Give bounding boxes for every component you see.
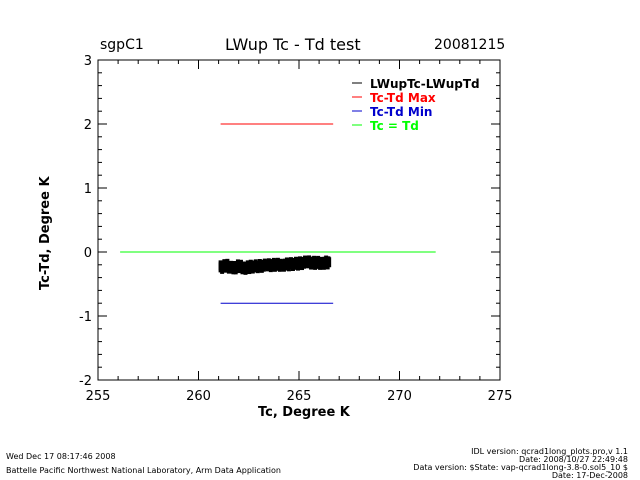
x-tick-label: 270 — [387, 389, 412, 404]
legend-label: Tc = Td — [370, 119, 419, 133]
data-point — [256, 261, 261, 272]
x-tick-label: 265 — [287, 389, 312, 404]
data-point — [236, 261, 241, 272]
legend-label: Tc-Td Min — [370, 105, 432, 119]
idl-version: IDL version: qcrad1long_plots.pro,v 1.1 — [471, 447, 628, 456]
data-point — [280, 259, 285, 270]
y-tick-label: 2 — [84, 118, 92, 133]
x-tick-label: 255 — [86, 389, 111, 404]
y-tick-label: -1 — [79, 310, 92, 325]
data-point — [248, 261, 253, 272]
legend-label: Tc-Td Max — [370, 91, 436, 105]
data-point — [224, 260, 229, 271]
data-point — [321, 257, 326, 268]
date-label: 20081215 — [434, 37, 506, 53]
data-point — [264, 260, 269, 271]
data-point — [297, 258, 301, 269]
footer-version-info: IDL version: qcrad1long_plots.pro,v 1.1 … — [413, 448, 628, 480]
idl-date: Date: 2008/10/27 22:49:48 — [519, 455, 628, 464]
footer-timestamp: Wed Dec 17 08:17:46 2008 — [6, 452, 116, 461]
y-tick-label: 1 — [84, 182, 92, 197]
data-point — [218, 262, 223, 273]
plot-frame — [97, 59, 501, 381]
x-tick-label: 275 — [488, 389, 513, 404]
data-date: Date: 17-Dec-2008 — [551, 471, 628, 480]
x-tick-label: 260 — [186, 389, 211, 404]
site-label: sgpC1 — [100, 37, 144, 53]
data-point — [327, 257, 332, 268]
y-tick-label: 0 — [84, 246, 92, 261]
y-tick-label: -2 — [79, 374, 92, 389]
data-point — [230, 263, 235, 274]
data-version: Data version: $State: vap-qcrad1long-3.8… — [413, 463, 628, 472]
y-tick-label: 3 — [84, 54, 92, 69]
footer-institution: Battelle Pacific Northwest National Labo… — [6, 466, 281, 475]
legend-label: LWupTc-LWupTd — [370, 77, 480, 91]
x-axis-label: Tc, Degree K — [258, 405, 350, 420]
data-point — [305, 257, 310, 268]
y-axis-label: Tc-Td, Degree K — [38, 176, 53, 290]
data-point — [288, 259, 293, 270]
data-point — [272, 259, 277, 270]
data-point — [242, 263, 247, 273]
chart-title: LWup Tc - Td test — [225, 35, 361, 54]
data-point — [313, 257, 318, 268]
